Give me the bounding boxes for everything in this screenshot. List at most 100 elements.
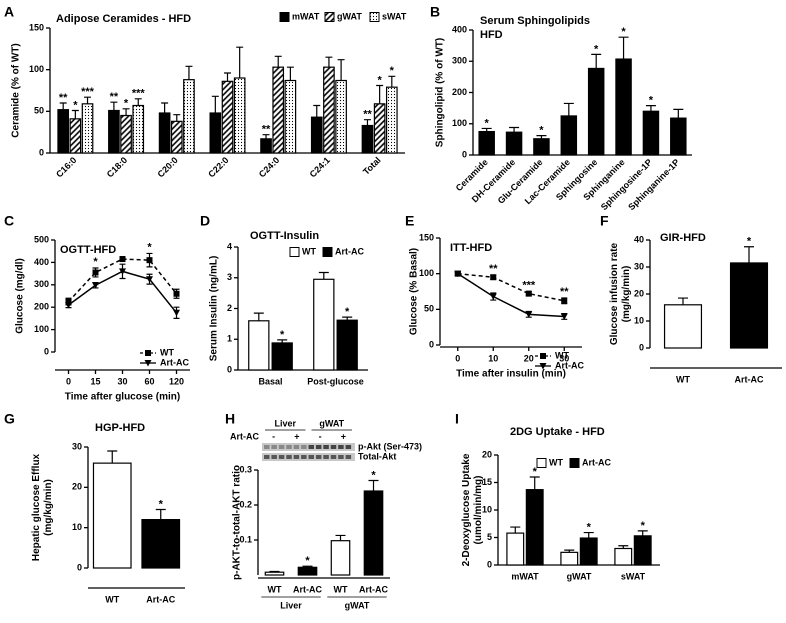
panel-letter: B <box>430 4 440 20</box>
y-axis-label: Sphingolipid (% of WT) <box>435 38 446 147</box>
bar <box>670 117 687 156</box>
significance: * <box>280 329 285 341</box>
significance: * <box>390 65 395 77</box>
y-axis-label: Glucose (% Basal) <box>409 248 420 335</box>
x-tick-label: 120 <box>169 376 184 386</box>
y-tick-label: 0 <box>487 559 492 569</box>
bar <box>132 104 145 154</box>
error-bar <box>673 108 684 119</box>
y-axis-label: Glucose (mg/dl) <box>15 258 26 334</box>
blot-band <box>323 445 329 449</box>
panel-letter: F <box>600 213 609 229</box>
y-tick-label: 2 <box>227 303 232 313</box>
blot-band <box>278 445 285 449</box>
blot-band <box>264 455 270 459</box>
bar <box>264 571 285 576</box>
error-bar <box>173 114 181 122</box>
x-tick-label: 0 <box>66 376 71 386</box>
bar <box>587 67 605 156</box>
bar <box>505 131 523 156</box>
bar <box>310 116 323 154</box>
chart-title-line: HFD <box>480 29 503 41</box>
significance: * <box>587 521 592 533</box>
bar <box>69 118 82 154</box>
blot-band <box>271 455 277 459</box>
error-bar <box>335 534 346 541</box>
error-bar <box>286 66 294 81</box>
chart-title: HGP-HFD <box>95 422 145 434</box>
bar <box>361 124 374 154</box>
x-tick-label: Art-AC <box>735 374 764 384</box>
point <box>525 311 533 318</box>
blot-sign: + <box>294 431 299 441</box>
error-bar <box>185 65 193 80</box>
x-tick-label: 10 <box>488 353 498 363</box>
error-bar <box>325 56 333 68</box>
bar <box>284 79 297 154</box>
error-bar <box>122 108 130 116</box>
error-bar <box>637 530 648 536</box>
x-axis-label: Time after insulin (min) <box>456 369 566 380</box>
blot-band <box>345 455 352 459</box>
y-tick-label: 200 <box>34 302 49 312</box>
bar <box>330 540 351 576</box>
bar <box>221 80 234 154</box>
significance: * <box>93 256 98 268</box>
group-label: Liver <box>280 600 302 610</box>
chart-title: OGTT-HFD <box>60 244 116 256</box>
significance: *** <box>81 86 95 98</box>
error-bar <box>591 53 602 69</box>
y-tick-label: 10 <box>72 522 82 532</box>
error-bar <box>277 339 288 343</box>
y-axis-label-line: Glucose infusion rate <box>609 242 620 345</box>
bar <box>183 79 195 154</box>
blot-band <box>345 445 352 449</box>
x-tick-label: C16:0 <box>54 155 78 179</box>
blot-band <box>271 445 277 449</box>
blot-band-label: Total-Akt <box>358 451 396 461</box>
x-tick-label: sWAT <box>621 571 646 581</box>
bar <box>297 566 318 576</box>
error-bar <box>211 95 219 113</box>
blot-band <box>293 445 300 449</box>
legend-swatch <box>369 12 380 22</box>
blot-band <box>301 445 307 449</box>
bar <box>506 532 525 566</box>
x-tick-label: C22:0 <box>206 155 230 179</box>
point <box>119 256 126 263</box>
blot-group-label: Liver <box>274 418 296 428</box>
y-tick-label: 0 <box>77 562 82 572</box>
blot-band <box>308 455 314 459</box>
x-tick-label: C20:0 <box>155 155 179 179</box>
y-tick-label: 0.3 <box>239 464 252 474</box>
x-tick-label: Art-AC <box>359 584 388 594</box>
y-tick-label: 5 <box>487 532 492 542</box>
error-bar <box>618 36 629 60</box>
legend-label: WT <box>555 350 569 360</box>
significance: ** <box>489 263 498 275</box>
panel-letter: A <box>4 4 14 20</box>
error-bar <box>744 246 754 263</box>
bar <box>615 58 632 156</box>
error-bar <box>481 127 492 132</box>
error-bar <box>302 565 313 568</box>
x-tick-label: 20 <box>524 353 534 363</box>
panel-letter: E <box>405 213 414 229</box>
significance: * <box>621 26 626 38</box>
panel-letter: H <box>225 411 235 427</box>
point <box>92 282 99 289</box>
legend-swatch <box>324 12 335 22</box>
error-bar <box>563 102 574 116</box>
blot-band <box>286 455 292 459</box>
error-bar <box>59 102 67 110</box>
bar <box>560 551 579 566</box>
error-bar <box>110 101 118 111</box>
error-bar <box>84 96 92 104</box>
significance: * <box>73 99 78 111</box>
y-tick-label: 20 <box>634 288 644 298</box>
legend-label: mWAT <box>292 11 320 21</box>
bar <box>108 109 120 154</box>
y-tick-label: 0 <box>44 346 49 356</box>
y-tick-label: 0.2 <box>239 499 252 509</box>
legend-label: WT <box>549 457 563 467</box>
